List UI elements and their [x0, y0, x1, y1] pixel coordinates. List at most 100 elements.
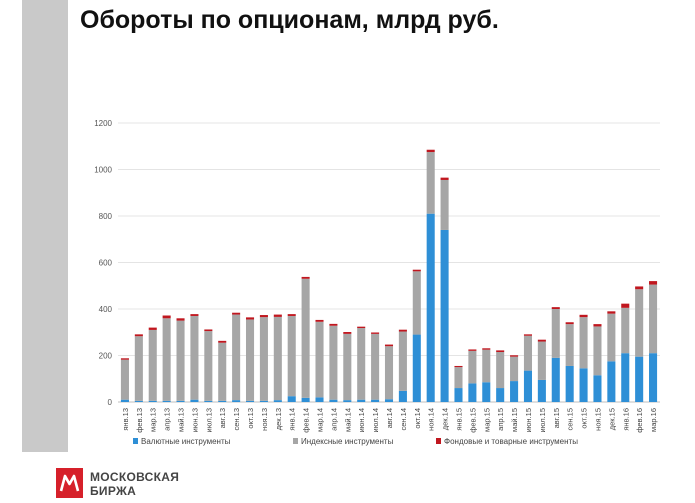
bar-index-segment — [454, 367, 463, 389]
page-title: Обороты по опционам, млрд руб. — [80, 6, 499, 34]
x-tick-label: окт.14 — [413, 408, 422, 429]
bar-equity-commodity-segment — [259, 315, 268, 318]
side-decoration-bar — [22, 0, 68, 452]
bar-fx-segment — [329, 399, 338, 402]
bar-fx-segment — [579, 368, 588, 402]
bar-index-segment — [204, 331, 213, 401]
bar-index-segment — [565, 324, 574, 366]
bar-fx-segment — [551, 357, 560, 402]
bar-fx-segment — [523, 370, 533, 402]
bar-fx-segment — [232, 400, 241, 402]
bar-fx-segment — [357, 399, 366, 402]
bar-fx-segment — [426, 213, 435, 402]
bar-fx-segment — [565, 365, 574, 402]
bar-index-segment — [218, 342, 227, 401]
bar-equity-commodity-segment — [635, 286, 644, 290]
bar-index-segment — [510, 356, 519, 382]
x-tick-label: май.15 — [510, 408, 519, 432]
bar-equity-commodity-segment — [426, 149, 435, 153]
bar-equity-commodity-segment — [565, 322, 574, 325]
x-tick-label: май.14 — [343, 408, 352, 432]
bar-equity-commodity-segment — [218, 340, 227, 343]
bar-index-segment — [607, 313, 616, 362]
x-tick-label: июл.13 — [204, 408, 213, 432]
bar-index-segment — [287, 315, 296, 397]
bar-fx-segment — [440, 229, 449, 402]
bar-fx-segment — [621, 353, 630, 402]
bar-index-segment — [426, 152, 435, 214]
bar-index-segment — [190, 315, 199, 400]
bar-index-segment — [649, 284, 658, 354]
bar-fx-segment — [398, 390, 407, 402]
x-tick-label: фев.15 — [468, 408, 477, 433]
bar-index-segment — [635, 289, 644, 357]
moex-logo-mark — [56, 468, 83, 498]
bar-equity-commodity-segment — [621, 303, 630, 308]
x-tick-label: дек.15 — [607, 408, 616, 430]
bar-fx-segment — [204, 400, 213, 402]
x-tick-label: июн.15 — [524, 408, 533, 432]
bar-index-segment — [440, 179, 449, 230]
x-tick-label: фев.16 — [635, 408, 644, 433]
bar-equity-commodity-segment — [315, 319, 324, 322]
bar-equity-commodity-segment — [301, 276, 310, 279]
x-tick-label: июл.14 — [371, 408, 380, 432]
y-tick-label: 1200 — [94, 119, 112, 128]
bar-fx-segment — [510, 381, 519, 402]
bar-fx-segment — [384, 399, 394, 402]
x-tick-label: янв.14 — [288, 408, 297, 431]
bar-index-segment — [398, 331, 407, 391]
bar-index-segment — [412, 271, 421, 335]
x-tick-label: мар.13 — [149, 408, 158, 432]
bar-equity-commodity-segment — [273, 314, 282, 317]
bar-equity-commodity-segment — [371, 332, 380, 334]
legend-swatch — [133, 438, 138, 444]
bar-equity-commodity-segment — [134, 334, 143, 337]
legend-label: Индексные инструменты — [301, 437, 394, 446]
bar-fx-segment — [454, 388, 463, 402]
bar-equity-commodity-segment — [329, 323, 338, 326]
bar-equity-commodity-segment — [468, 349, 477, 351]
bar-fx-segment — [593, 375, 602, 402]
bar-fx-segment — [176, 400, 185, 402]
x-tick-label: авг.13 — [218, 408, 227, 428]
bar-equity-commodity-segment — [496, 350, 505, 353]
bar-equity-commodity-segment — [287, 314, 296, 316]
y-tick-label: 200 — [99, 352, 113, 361]
bar-equity-commodity-segment — [510, 355, 519, 357]
x-tick-label: авг.14 — [385, 408, 394, 428]
x-tick-label: июл.15 — [538, 408, 547, 432]
bar-index-segment — [496, 352, 505, 389]
bar-fx-segment — [162, 400, 171, 402]
bar-equity-commodity-segment — [120, 358, 129, 360]
bar-equity-commodity-segment — [593, 324, 602, 327]
x-tick-label: июн.14 — [357, 408, 366, 432]
x-tick-label: фев.14 — [302, 408, 311, 433]
logo-text-line1: МОСКОВСКАЯ — [90, 470, 180, 484]
bar-equity-commodity-segment — [537, 339, 546, 342]
bar-index-segment — [357, 328, 366, 400]
legend-label: Фондовые и товарные инструменты — [444, 437, 578, 446]
bar-fx-segment — [120, 399, 129, 402]
x-tick-label: сен.13 — [232, 408, 241, 431]
bar-index-segment — [551, 309, 560, 358]
bar-fx-segment — [259, 400, 268, 402]
bar-equity-commodity-segment — [245, 317, 255, 320]
bar-fx-segment — [190, 399, 199, 402]
bar-equity-commodity-segment — [649, 281, 658, 285]
bar-equity-commodity-segment — [384, 344, 394, 347]
x-tick-label: фев.13 — [135, 408, 144, 433]
bar-fx-segment — [371, 399, 380, 402]
bar-index-segment — [523, 335, 533, 371]
x-tick-label: авг.15 — [552, 408, 561, 428]
x-tick-label: ноя.15 — [593, 408, 602, 431]
bar-index-segment — [537, 341, 546, 380]
bar-fx-segment — [287, 396, 296, 402]
bar-index-segment — [593, 326, 602, 376]
x-tick-label: апр.15 — [496, 408, 505, 431]
x-tick-label: янв.15 — [454, 408, 463, 431]
options-turnover-chart: 0 200 400 600 800 1000 1200 янв.13 фев.13 мар.13 а… — [94, 119, 660, 446]
x-tick-label: мар.14 — [316, 408, 325, 432]
bar-equity-commodity-segment — [607, 311, 616, 314]
bar-equity-commodity-segment — [162, 315, 171, 319]
